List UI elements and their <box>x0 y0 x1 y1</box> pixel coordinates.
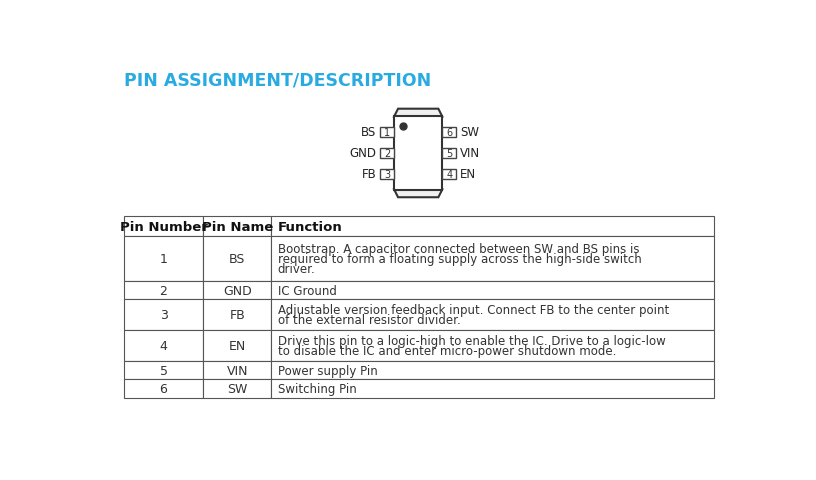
Bar <box>124 237 203 281</box>
Text: Adjustable version feedback input. Connect FB to the center point: Adjustable version feedback input. Conne… <box>277 303 669 316</box>
Bar <box>442 148 456 159</box>
Text: 6: 6 <box>446 128 452 138</box>
Text: VIN: VIN <box>460 147 480 160</box>
Bar <box>272 237 714 281</box>
Bar <box>203 237 272 281</box>
Bar <box>203 216 272 237</box>
Text: GND: GND <box>223 284 252 297</box>
Bar <box>203 300 272 330</box>
Text: GND: GND <box>349 147 376 160</box>
Text: BS: BS <box>229 252 246 265</box>
Polygon shape <box>394 109 442 117</box>
Bar <box>203 281 272 300</box>
Text: Drive this pin to a logic-high to enable the IC. Drive to a logic-low: Drive this pin to a logic-high to enable… <box>277 334 665 347</box>
Text: Bootstrap. A capacitor connected between SW and BS pins is: Bootstrap. A capacitor connected between… <box>277 242 639 255</box>
Text: Switching Pin: Switching Pin <box>277 382 357 395</box>
Bar <box>203 380 272 398</box>
Text: of the external resistor divider.: of the external resistor divider. <box>277 314 460 327</box>
Text: SW: SW <box>460 126 479 139</box>
Text: Function: Function <box>277 220 342 233</box>
Text: EN: EN <box>460 168 477 181</box>
Text: 6: 6 <box>160 382 167 395</box>
Bar <box>124 300 203 330</box>
Text: 3: 3 <box>160 309 167 322</box>
Bar <box>442 169 456 180</box>
Bar <box>124 361 203 380</box>
Text: 4: 4 <box>446 169 452 180</box>
Bar <box>272 300 714 330</box>
Polygon shape <box>394 190 442 198</box>
Bar <box>203 330 272 361</box>
Text: 3: 3 <box>384 169 390 180</box>
Text: 5: 5 <box>160 364 167 377</box>
Text: driver.: driver. <box>277 263 315 276</box>
Bar <box>124 216 203 237</box>
Text: FB: FB <box>229 309 246 322</box>
Bar <box>272 216 714 237</box>
Bar <box>272 330 714 361</box>
Text: 2: 2 <box>384 149 390 158</box>
Bar <box>272 380 714 398</box>
Text: 5: 5 <box>446 149 452 158</box>
Text: FB: FB <box>361 168 376 181</box>
Text: EN: EN <box>228 339 246 352</box>
Bar <box>442 127 456 138</box>
Text: Pin Number: Pin Number <box>120 220 207 233</box>
Text: 1: 1 <box>160 252 167 265</box>
Text: required to form a floating supply across the high-side switch: required to form a floating supply acros… <box>277 252 641 265</box>
Bar <box>124 380 203 398</box>
Text: Pin Name: Pin Name <box>202 220 273 233</box>
Bar <box>272 361 714 380</box>
Text: 4: 4 <box>160 339 167 352</box>
Text: 1: 1 <box>384 128 390 138</box>
Text: to disable the IC and enter micro-power shutdown mode.: to disable the IC and enter micro-power … <box>277 345 616 358</box>
Bar <box>380 169 394 180</box>
Bar <box>203 361 272 380</box>
Text: SW: SW <box>227 382 247 395</box>
Bar <box>380 148 394 159</box>
Text: PIN ASSIGNMENT/DESCRIPTION: PIN ASSIGNMENT/DESCRIPTION <box>124 72 431 89</box>
Text: BS: BS <box>361 126 376 139</box>
Text: Power supply Pin: Power supply Pin <box>277 364 377 377</box>
Bar <box>380 127 394 138</box>
Text: VIN: VIN <box>227 364 248 377</box>
Bar <box>124 330 203 361</box>
Text: IC Ground: IC Ground <box>277 284 336 297</box>
Text: 2: 2 <box>160 284 167 297</box>
Bar <box>124 281 203 300</box>
Bar <box>272 281 714 300</box>
Bar <box>394 117 442 190</box>
